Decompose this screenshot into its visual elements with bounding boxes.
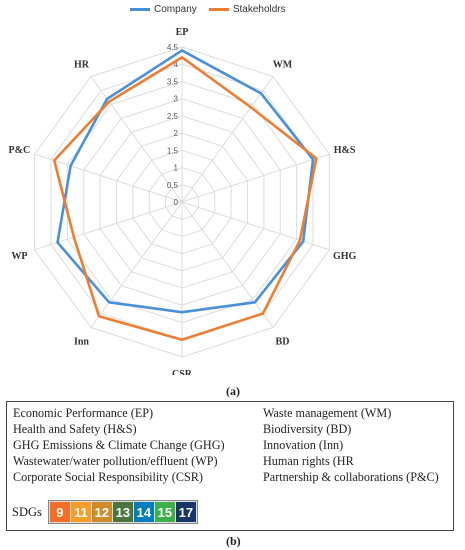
- tick-label: 1: [174, 164, 179, 173]
- axis-label: HR: [74, 60, 90, 71]
- abbreviation-item: Corporate Social Responsibility (CSR): [13, 470, 203, 484]
- grid-spoke: [181, 201, 330, 251]
- sdg-17-icon: 17: [175, 502, 196, 522]
- abbreviation-item: Health and Safety (H&S): [13, 422, 137, 436]
- abbreviation-list: Economic Performance (EP) Waste managemen…: [13, 406, 449, 485]
- sdg-icon-strip: 9 11 12 13 14 15 17: [47, 500, 198, 524]
- sdg-9-icon: 9: [49, 502, 70, 522]
- chart-legend: Company Stakeholdrs: [130, 4, 286, 15]
- sdg-13-icon: 13: [112, 502, 133, 522]
- grid-spoke: [90, 201, 183, 328]
- legend-label-company: Company: [154, 4, 197, 15]
- sdg-12-icon: 12: [91, 502, 112, 522]
- grid-spoke: [181, 201, 274, 328]
- tick-label: 3.5: [167, 77, 179, 86]
- abbreviation-item: Waste management (WM): [263, 406, 392, 420]
- tick-label: 0.5: [167, 181, 179, 190]
- legend-label-stakeholders: Stakeholdrs: [232, 4, 286, 15]
- tick-label: 1.5: [167, 146, 179, 155]
- tick-label: 2.5: [167, 112, 179, 121]
- grid-spoke: [34, 153, 183, 203]
- abbreviation-item: Biodiversity (BD): [263, 422, 352, 436]
- caption-b: (b): [226, 534, 241, 548]
- sdg-11-icon: 11: [70, 502, 91, 522]
- tick-label: 0: [174, 198, 179, 207]
- grid-spoke: [181, 76, 274, 203]
- sdg-15-icon: 15: [154, 502, 175, 522]
- axis-label: EP: [176, 27, 189, 38]
- abbreviation-item: Economic Performance (EP): [13, 406, 154, 420]
- axis-label: WP: [11, 251, 27, 262]
- abbreviation-item: Partnership & collaborations (P&C): [263, 470, 439, 484]
- abbreviation-item: Innovation (Inn): [263, 438, 344, 452]
- sdg-row: SDGs 9 11 12 13 14 15 17: [12, 500, 198, 524]
- tick-label: 4: [174, 60, 179, 69]
- tick-label: 4.5: [167, 43, 179, 52]
- axis-label: H&S: [334, 145, 356, 156]
- radar-svg: 0 0.5 1 1.5 2 2.5 3 3.5 4 4.5 EP WM H&S GHG BD CSR Inn WP…: [9, 27, 357, 375]
- legend-swatch-company: [130, 8, 150, 11]
- axis-label: WM: [273, 60, 293, 71]
- abbreviation-panel: Economic Performance (EP) Waste managemen…: [6, 401, 454, 531]
- sdg-14-icon: 14: [133, 502, 154, 522]
- grid-spoke: [90, 76, 183, 203]
- abbreviation-item: GHG Emissions & Climate Change (GHG): [13, 438, 225, 452]
- axis-label: BD: [276, 336, 290, 347]
- legend-item-stakeholders: Stakeholdrs: [208, 4, 286, 15]
- radar-chart: Company Stakeholdrs 0 0.5 1 1.5 2 2.5 3 3.5 4 4.5…: [9, 4, 357, 375]
- legend-swatch-stakeholders: [208, 8, 229, 11]
- axis-label: P&C: [9, 145, 31, 156]
- legend-item-company: Company: [130, 4, 197, 15]
- grid-spoke: [34, 201, 183, 251]
- axis-label: CSR: [172, 369, 193, 375]
- tick-label: 3: [174, 95, 179, 104]
- abbreviation-item: Human rights (HR: [263, 454, 354, 468]
- series-line-stakeholders: [52, 56, 318, 342]
- caption-a: (a): [226, 384, 240, 398]
- axis-label: GHG: [333, 251, 357, 262]
- axis-label: Inn: [74, 336, 89, 347]
- grid-spoke: [181, 153, 330, 203]
- abbreviation-item: Wastewater/water pollution/effluent (WP): [13, 454, 218, 468]
- series-line-company: [56, 49, 315, 314]
- tick-label: 2: [174, 129, 179, 138]
- sdg-label: SDGs: [12, 504, 42, 519]
